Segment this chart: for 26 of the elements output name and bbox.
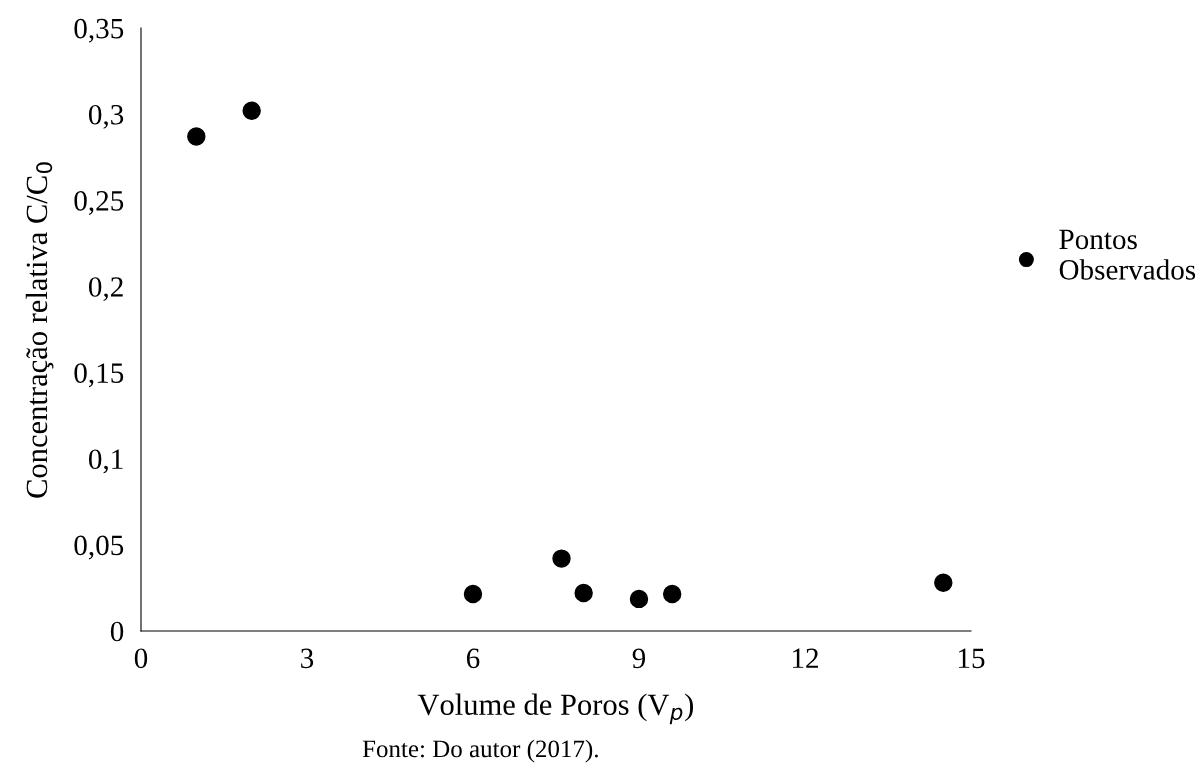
x-tick-label: 12 <box>792 648 818 668</box>
y-axis-title: Concentração relativa C/C$_{0}$ <box>25 162 54 498</box>
y-tick-label: 0,1 <box>88 449 123 474</box>
x-tick-label: 9 <box>632 648 646 669</box>
point <box>629 589 649 609</box>
y-tick-label: 0,15 <box>74 363 124 388</box>
point <box>242 101 261 120</box>
legend-label: Pontos Observados <box>1059 229 1196 280</box>
x-tick-label: 3 <box>301 648 314 669</box>
source-note: Fonte: Do autor (2017). <box>362 739 598 763</box>
x-tick-label: 6 <box>466 648 480 669</box>
x-tick-label: 15 <box>958 648 985 669</box>
point <box>662 584 682 604</box>
y-tick-label: 0,25 <box>74 191 124 215</box>
point <box>187 127 206 146</box>
point <box>934 573 953 592</box>
y-tick-label: 0,3 <box>88 104 124 129</box>
point <box>552 549 571 568</box>
point <box>574 583 593 603</box>
y-tick-label: 0,35 <box>74 18 124 43</box>
y-tick-label: 0 <box>110 621 124 642</box>
x-axis-title: Volume de Poros (V$_{p}$) <box>417 693 694 725</box>
point <box>463 584 483 604</box>
y-tick-label: 0,05 <box>74 535 124 560</box>
y-tick-label: 0,2 <box>88 277 123 302</box>
x-tick-label: 0 <box>134 648 148 669</box>
